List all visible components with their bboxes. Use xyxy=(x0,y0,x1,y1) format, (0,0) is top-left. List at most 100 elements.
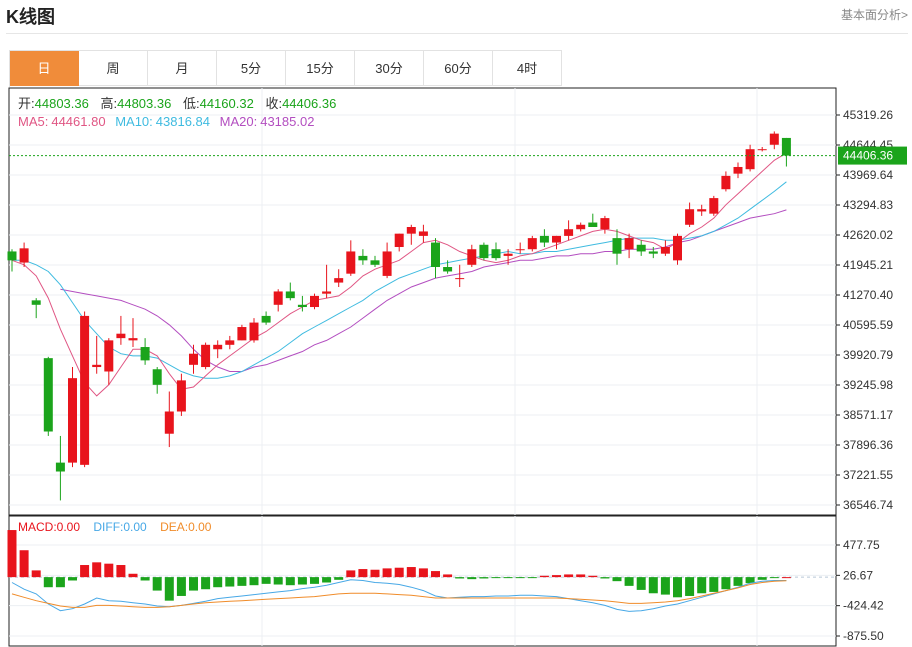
macd-tick-label: -424.42 xyxy=(843,599,884,613)
candle-body xyxy=(80,315,90,465)
macd-bar xyxy=(261,577,271,584)
tab-4hour[interactable]: 4时 xyxy=(493,51,562,86)
macd-bar xyxy=(55,577,65,588)
macd-bar xyxy=(249,577,259,586)
macd-bar xyxy=(685,577,695,596)
macd-bar xyxy=(418,568,428,578)
macd-bar xyxy=(443,574,453,578)
candle-body xyxy=(261,315,271,323)
macd-bar xyxy=(697,577,707,594)
macd-bar xyxy=(757,577,767,580)
candlesticks xyxy=(7,131,791,501)
macd-bar xyxy=(297,577,307,585)
fundamental-analysis-link[interactable]: 基本面分析> xyxy=(840,8,908,22)
macd-bar xyxy=(394,567,404,578)
macd-bar xyxy=(648,577,658,594)
macd-bar xyxy=(564,574,574,578)
macd-bar xyxy=(152,577,162,591)
macd-bar xyxy=(600,577,610,579)
macd-bar xyxy=(31,570,41,578)
moving-average-lines xyxy=(11,152,787,397)
candle-body xyxy=(201,344,211,368)
candle-body xyxy=(273,291,283,305)
candle-body xyxy=(128,338,138,341)
candle-body xyxy=(636,244,646,252)
macd-tick-label: -875.50 xyxy=(843,629,884,643)
macd-bar xyxy=(769,577,779,579)
candle-body xyxy=(648,251,658,254)
macd-bar xyxy=(225,577,235,587)
macd-bar xyxy=(660,577,670,595)
candle-body xyxy=(382,251,392,276)
macd-bar xyxy=(588,575,598,578)
header-divider xyxy=(6,33,908,34)
macd-bar xyxy=(273,577,283,585)
macd-bar xyxy=(346,570,356,578)
candle-body xyxy=(225,340,235,345)
candle-body xyxy=(406,226,416,234)
tab-15min[interactable]: 15分 xyxy=(286,51,355,86)
candle-body xyxy=(358,255,368,261)
candle-body xyxy=(237,327,247,341)
macd-bar xyxy=(515,577,525,579)
candle-body xyxy=(673,235,682,261)
macd-bar xyxy=(285,577,295,586)
candle-body xyxy=(394,233,404,248)
ohlc-info: 开:44803.36 高:44803.36 低:44160.32 收:44406… xyxy=(18,96,336,111)
candle-body xyxy=(576,224,586,230)
macd-bar xyxy=(164,577,174,601)
macd-bar xyxy=(479,577,489,579)
macd-bar xyxy=(358,569,368,578)
candle-body xyxy=(757,149,767,151)
candle-body xyxy=(721,175,731,190)
macd-bar xyxy=(43,577,53,588)
macd-bar xyxy=(612,577,622,582)
candle-body xyxy=(19,248,29,263)
candle-body xyxy=(431,242,440,268)
price-axis: 45319.2644644.4543969.6443294.8342620.02… xyxy=(836,108,893,512)
candle-body xyxy=(68,378,77,463)
candle-body xyxy=(176,380,186,412)
candle-body xyxy=(92,364,102,368)
tab-5min[interactable]: 5分 xyxy=(217,51,286,86)
candle-body xyxy=(334,278,344,283)
candle-body xyxy=(781,137,791,156)
tab-month[interactable]: 月 xyxy=(148,51,217,86)
macd-bar xyxy=(467,577,477,580)
macd-bar xyxy=(745,577,755,584)
candle-body xyxy=(515,249,525,251)
price-panel-frame xyxy=(8,87,837,516)
macd-info: MACD:0.00 DIFF:0.00 DEA:0.00 xyxy=(18,520,212,534)
macd-bar xyxy=(189,577,198,591)
candle-body xyxy=(600,218,610,230)
candle-body xyxy=(285,291,295,299)
macd-bar xyxy=(636,577,646,590)
candle-body xyxy=(745,149,755,170)
macd-bar xyxy=(322,577,332,583)
ma-info: MA5: 44461.80 MA10: 43816.84 MA20: 43185.02 xyxy=(18,114,314,129)
chart-grid xyxy=(8,87,837,647)
macd-bar xyxy=(624,577,634,586)
macd-tick-label: 477.75 xyxy=(843,538,880,552)
macd-bar xyxy=(19,550,29,578)
macd-bar xyxy=(733,577,743,586)
candle-body xyxy=(322,291,332,294)
macd-axis: 477.75 26.67 -424.42 -875.50 xyxy=(836,538,884,643)
tab-30min[interactable]: 30分 xyxy=(355,51,424,86)
macd-bar xyxy=(201,577,211,590)
price-tick-label: 37221.55 xyxy=(843,468,893,482)
macd-bar xyxy=(781,577,791,579)
macd-bar xyxy=(128,573,138,578)
macd-bar xyxy=(673,577,682,598)
macd-bar xyxy=(406,567,416,578)
price-tick-label: 41270.40 xyxy=(843,288,893,302)
tab-day[interactable]: 日 xyxy=(10,51,79,86)
macd-bar xyxy=(721,577,731,590)
macd-bar xyxy=(576,574,586,578)
macd-bar xyxy=(455,577,465,579)
macd-bar xyxy=(237,577,247,586)
tab-60min[interactable]: 60分 xyxy=(424,51,493,86)
tab-week[interactable]: 周 xyxy=(79,51,148,86)
candle-body xyxy=(564,229,574,236)
